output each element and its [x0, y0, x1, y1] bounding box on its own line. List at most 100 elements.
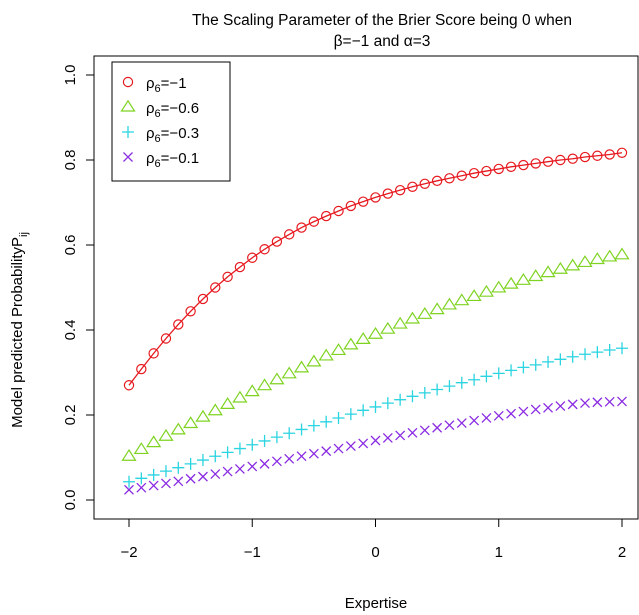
data-point: [380, 321, 396, 334]
chart-title-line2: β=−1 and α=3: [334, 33, 431, 50]
data-point: [468, 167, 480, 179]
legend-label: ρ6=−0.3: [146, 125, 199, 145]
series-1: [123, 147, 628, 391]
data-point: [345, 200, 357, 212]
data-point: [367, 326, 384, 339]
data-point: [370, 192, 381, 203]
data-point: [170, 422, 186, 435]
data-point: [270, 431, 283, 444]
data-point: [444, 420, 455, 431]
data-point: [392, 316, 408, 329]
data-point: [530, 158, 541, 169]
data-point: [269, 372, 285, 385]
legend-label-value: =−1: [161, 75, 187, 92]
data-point: [161, 478, 171, 489]
data-point: [418, 386, 431, 399]
data-point: [296, 222, 307, 233]
legend-label-value: =−0.6: [161, 100, 199, 117]
y-axis-title-symbol: P: [9, 237, 26, 247]
data-point: [616, 147, 628, 158]
data-point: [283, 427, 296, 440]
data-point: [603, 343, 616, 356]
data-point: [256, 378, 273, 391]
data-point: [466, 289, 482, 302]
data-point: [540, 265, 556, 278]
data-point: [604, 396, 615, 407]
data-point: [577, 255, 593, 268]
legend-label-value: =−0.1: [161, 150, 199, 167]
data-point: [358, 438, 369, 449]
data-point: [555, 154, 566, 166]
data-point: [183, 416, 199, 429]
data-point: [382, 432, 393, 443]
data-point: [209, 450, 222, 463]
data-point: [407, 427, 418, 438]
y-tick-label: 0.8: [62, 150, 79, 171]
legend-label-base: ρ: [146, 75, 155, 92]
y-axis-title-subscript: ij: [18, 232, 30, 237]
data-point: [552, 261, 568, 274]
data-point: [604, 149, 615, 160]
legend-label-base: ρ: [146, 100, 155, 117]
data-point: [318, 348, 334, 361]
data-point: [133, 442, 149, 455]
data-point: [158, 428, 174, 441]
data-point: [234, 261, 246, 273]
data-point: [419, 425, 430, 436]
data-point: [419, 178, 430, 189]
data-point: [616, 342, 628, 355]
data-point: [431, 383, 444, 396]
data-point: [135, 472, 148, 485]
x-tick-label: −1: [244, 544, 261, 561]
data-point: [308, 216, 320, 227]
data-point: [333, 205, 344, 217]
data-point: [281, 366, 297, 379]
data-point: [234, 464, 245, 474]
data-point: [543, 402, 554, 413]
data-point: [505, 161, 517, 172]
data-point: [146, 435, 162, 448]
x-axis-title: Expertise: [345, 595, 408, 612]
data-point: [343, 337, 359, 350]
data-point: [441, 297, 458, 310]
data-point: [258, 434, 271, 447]
data-point: [567, 153, 578, 164]
data-point: [159, 465, 172, 478]
data-point: [404, 311, 421, 324]
data-point: [515, 272, 532, 285]
data-point: [173, 476, 184, 487]
data-point: [197, 471, 208, 482]
legend-label-sub: 6: [155, 133, 161, 145]
data-point: [567, 399, 578, 410]
data-point: [481, 413, 492, 423]
series-3: [123, 342, 628, 488]
data-point: [554, 353, 567, 366]
data-point: [357, 196, 369, 207]
data-point: [197, 293, 209, 305]
data-point: [247, 252, 258, 263]
data-point: [518, 159, 529, 171]
data-point: [136, 482, 147, 493]
x-tick-label: 2: [618, 544, 626, 561]
data-point: [296, 451, 307, 462]
data-point: [429, 302, 445, 315]
data-point: [344, 408, 357, 421]
data-point: [493, 163, 504, 175]
data-point: [617, 396, 627, 407]
data-point: [517, 361, 530, 374]
series-4: [124, 396, 627, 495]
data-point: [492, 367, 505, 380]
data-point: [454, 293, 470, 306]
data-point: [518, 406, 529, 417]
data-point: [381, 397, 394, 410]
data-point: [259, 458, 270, 469]
data-point: [222, 271, 233, 283]
data-point: [370, 435, 381, 446]
data-point: [407, 181, 418, 192]
y-axis: 0.0 0.2 0.4 0.6 0.8 1.0: [62, 65, 95, 510]
series-layer: [121, 147, 630, 495]
data-point: [333, 443, 344, 454]
y-tick-label: 1.0: [62, 65, 79, 86]
data-point: [306, 354, 322, 367]
